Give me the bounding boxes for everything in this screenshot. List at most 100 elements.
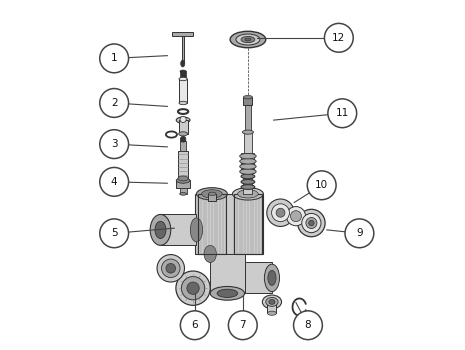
Text: 5: 5 — [111, 228, 118, 238]
Ellipse shape — [266, 298, 278, 306]
Ellipse shape — [267, 311, 276, 315]
Ellipse shape — [179, 77, 187, 80]
Ellipse shape — [286, 206, 306, 226]
Ellipse shape — [239, 169, 256, 174]
Ellipse shape — [241, 184, 255, 189]
Circle shape — [328, 99, 357, 128]
Text: 9: 9 — [356, 228, 363, 238]
Bar — [245, 105, 251, 132]
Ellipse shape — [176, 178, 190, 183]
Ellipse shape — [306, 218, 317, 229]
Ellipse shape — [166, 264, 176, 273]
Ellipse shape — [161, 259, 180, 278]
Text: 12: 12 — [332, 33, 345, 43]
Bar — [182, 36, 184, 62]
Ellipse shape — [204, 245, 216, 262]
Ellipse shape — [179, 101, 187, 105]
Bar — [179, 120, 187, 134]
Bar — [245, 262, 272, 293]
Bar — [198, 194, 226, 254]
Bar — [179, 188, 186, 194]
Bar — [179, 79, 187, 103]
Ellipse shape — [267, 199, 294, 226]
Text: 10: 10 — [315, 180, 328, 190]
Ellipse shape — [180, 139, 186, 142]
Ellipse shape — [265, 264, 279, 292]
Bar — [178, 151, 188, 178]
Text: 6: 6 — [192, 320, 198, 330]
Ellipse shape — [176, 117, 190, 123]
Circle shape — [100, 130, 128, 159]
Circle shape — [293, 311, 322, 340]
Ellipse shape — [245, 38, 251, 41]
Ellipse shape — [309, 220, 314, 226]
Ellipse shape — [242, 130, 253, 134]
Circle shape — [180, 311, 209, 340]
Bar — [244, 132, 252, 153]
Text: 2: 2 — [111, 98, 118, 108]
Ellipse shape — [208, 192, 216, 196]
Ellipse shape — [181, 60, 185, 67]
Bar — [180, 71, 186, 79]
Ellipse shape — [178, 176, 188, 181]
Ellipse shape — [210, 286, 245, 300]
Ellipse shape — [241, 36, 255, 43]
Ellipse shape — [241, 163, 255, 168]
Ellipse shape — [269, 300, 275, 304]
Ellipse shape — [239, 153, 256, 159]
Bar — [173, 32, 193, 36]
Circle shape — [325, 23, 353, 52]
Ellipse shape — [272, 204, 289, 222]
Ellipse shape — [241, 174, 255, 179]
Ellipse shape — [197, 188, 227, 200]
Ellipse shape — [238, 190, 258, 198]
Circle shape — [100, 44, 128, 73]
Bar — [210, 254, 245, 293]
Text: 4: 4 — [111, 177, 118, 187]
Ellipse shape — [180, 70, 186, 73]
Bar — [241, 153, 254, 173]
Ellipse shape — [230, 31, 266, 48]
Ellipse shape — [232, 188, 263, 200]
Ellipse shape — [236, 34, 260, 45]
Text: 7: 7 — [239, 320, 246, 330]
Circle shape — [180, 136, 186, 142]
Bar — [267, 302, 276, 313]
Ellipse shape — [268, 270, 276, 286]
Ellipse shape — [241, 180, 255, 184]
Ellipse shape — [298, 209, 325, 237]
Text: 1: 1 — [111, 54, 118, 63]
Ellipse shape — [302, 214, 321, 233]
Bar — [244, 97, 252, 105]
Ellipse shape — [179, 193, 186, 195]
Ellipse shape — [239, 164, 256, 169]
Circle shape — [100, 167, 128, 196]
Circle shape — [307, 171, 336, 200]
Ellipse shape — [217, 289, 238, 298]
Ellipse shape — [176, 271, 210, 305]
Circle shape — [345, 219, 374, 248]
Text: 11: 11 — [336, 108, 349, 118]
Circle shape — [100, 89, 128, 117]
Circle shape — [228, 311, 257, 340]
Text: 8: 8 — [305, 320, 311, 330]
Ellipse shape — [244, 96, 252, 99]
Circle shape — [180, 116, 186, 122]
Ellipse shape — [150, 215, 171, 245]
Text: 3: 3 — [111, 139, 118, 149]
Bar — [176, 181, 190, 188]
Ellipse shape — [241, 168, 255, 173]
Ellipse shape — [187, 282, 199, 294]
Ellipse shape — [155, 221, 166, 238]
Bar — [180, 141, 186, 151]
Ellipse shape — [202, 190, 222, 198]
Ellipse shape — [181, 276, 205, 300]
Ellipse shape — [262, 295, 281, 309]
Ellipse shape — [276, 208, 285, 217]
Bar — [195, 194, 263, 254]
Bar — [244, 173, 252, 194]
Bar — [160, 215, 197, 245]
Ellipse shape — [157, 254, 185, 282]
Ellipse shape — [239, 159, 256, 164]
Bar — [208, 194, 216, 201]
